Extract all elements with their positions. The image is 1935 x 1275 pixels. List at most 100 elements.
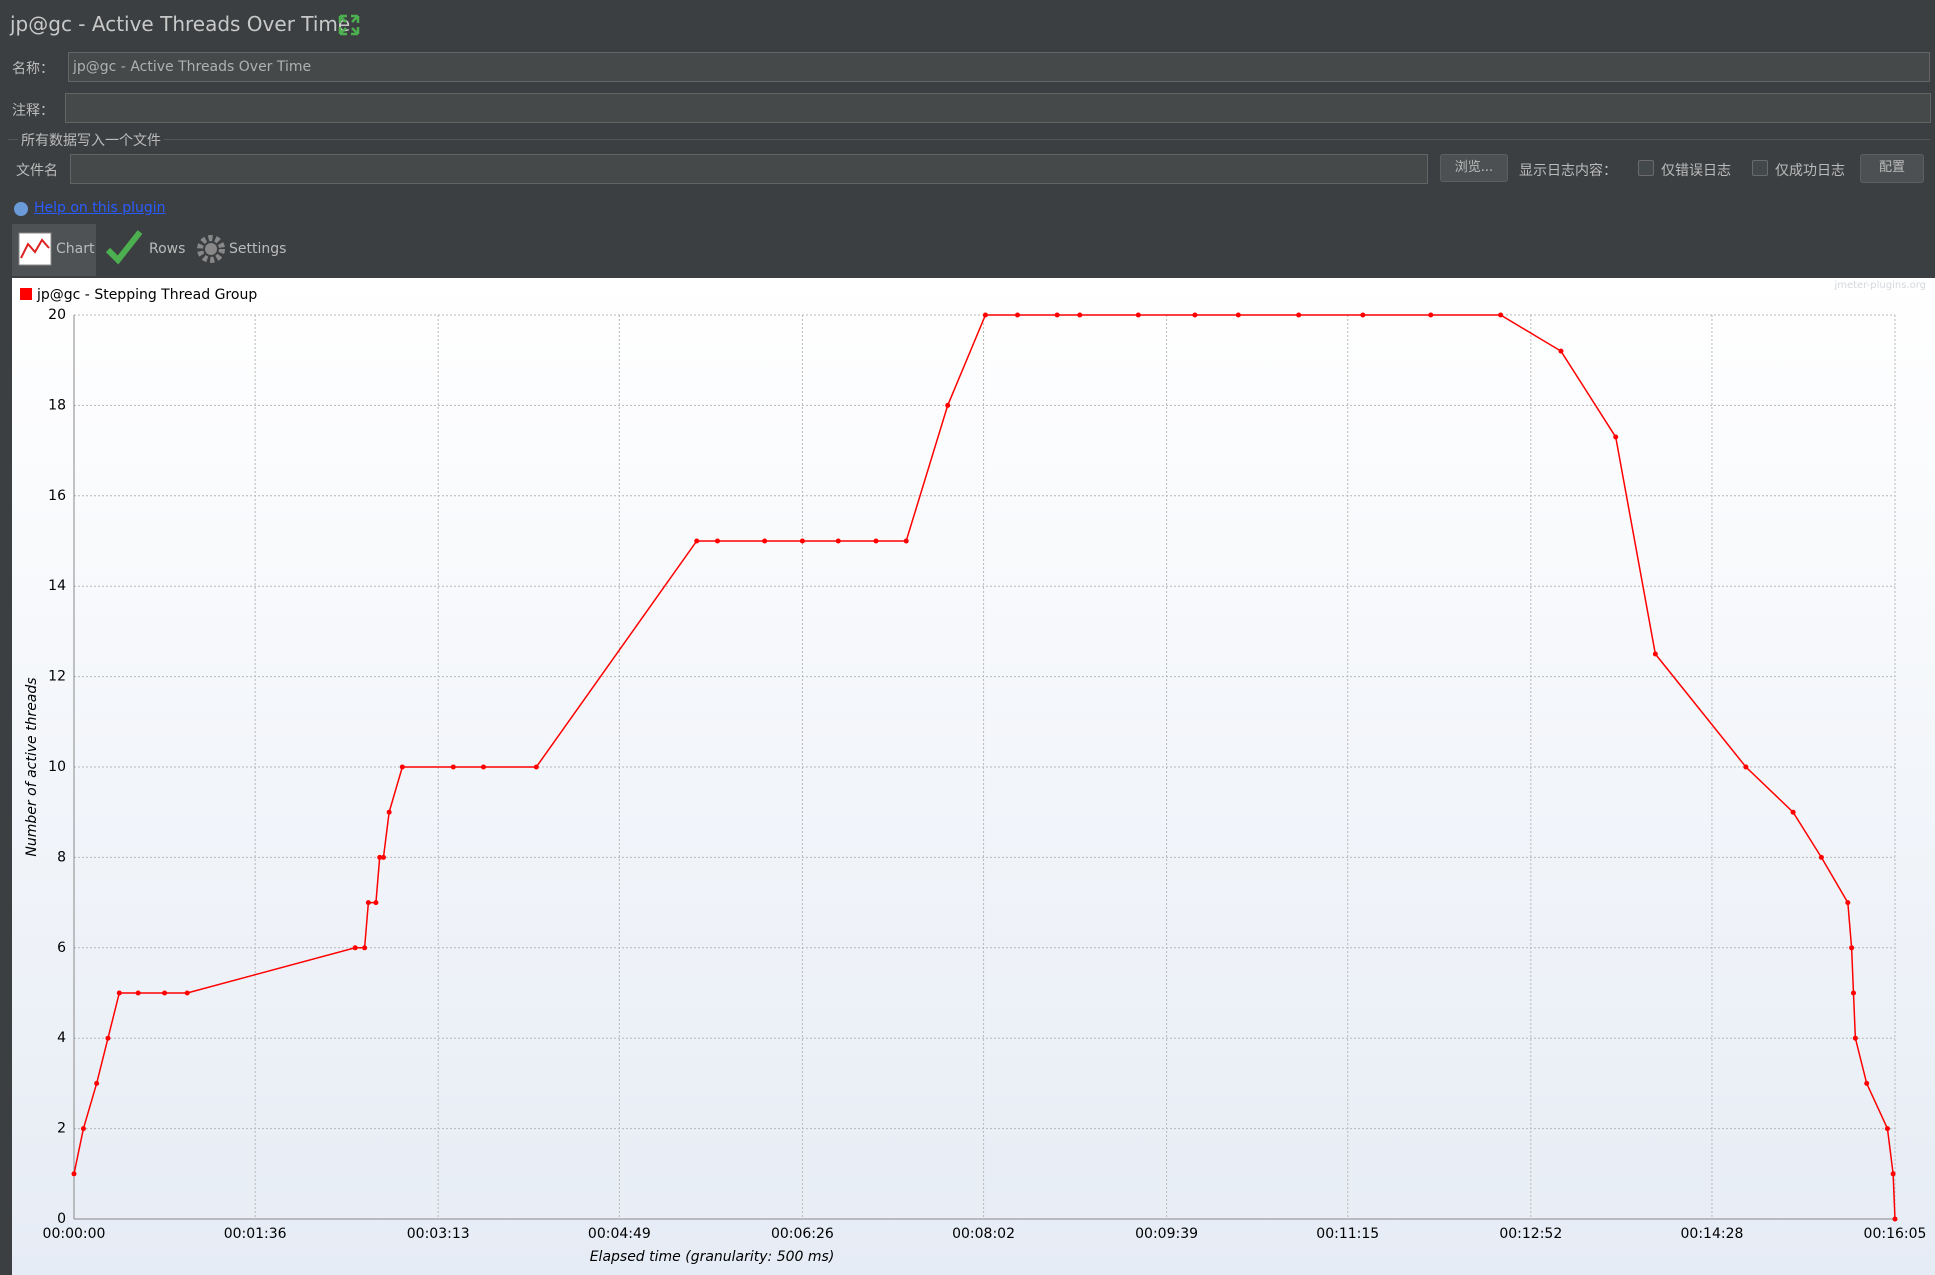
- name-input[interactable]: jp@gc - Active Threads Over Time: [68, 52, 1930, 82]
- errors-checkbox[interactable]: [1638, 160, 1654, 176]
- x-tick-label: 00:01:36: [224, 1226, 287, 1242]
- data-point: [1558, 348, 1564, 354]
- expand-icon[interactable]: [338, 14, 360, 36]
- data-point: [1849, 945, 1855, 951]
- success-checkbox[interactable]: [1752, 160, 1768, 176]
- data-point: [1892, 1216, 1898, 1222]
- chart-background: [12, 278, 1935, 1275]
- data-point: [116, 990, 122, 996]
- data-point: [1652, 651, 1658, 657]
- data-point: [80, 1126, 86, 1132]
- data-point: [1235, 312, 1241, 318]
- data-point: [1890, 1171, 1896, 1177]
- legend-swatch: [20, 288, 32, 300]
- data-point: [380, 854, 386, 860]
- data-point: [135, 990, 141, 996]
- configure-button[interactable]: 配置: [1860, 154, 1924, 183]
- data-point: [533, 764, 539, 770]
- y-tick-label: 0: [57, 1211, 66, 1227]
- log-label: 显示日志内容：: [1519, 163, 1617, 179]
- success-label: 仅成功日志: [1775, 163, 1845, 179]
- comment-input[interactable]: [65, 93, 1931, 123]
- x-tick-label: 00:04:49: [588, 1226, 651, 1242]
- data-point: [373, 900, 379, 906]
- data-point: [162, 990, 168, 996]
- data-point: [94, 1080, 100, 1086]
- data-point: [694, 538, 700, 544]
- chart-tab-icon: [18, 232, 52, 266]
- data-point: [352, 945, 358, 951]
- name-value: jp@gc - Active Threads Over Time: [73, 59, 312, 75]
- data-point: [1428, 312, 1434, 318]
- y-tick-label: 12: [48, 669, 66, 685]
- y-tick-label: 20: [48, 307, 66, 323]
- x-tick-label: 00:16:05: [1864, 1226, 1927, 1242]
- section-line: [8, 139, 1930, 140]
- series-line: [73, 314, 1896, 1220]
- x-tick-label: 00:09:39: [1135, 1226, 1198, 1242]
- data-point: [450, 764, 456, 770]
- tab[interactable]: Rows: [149, 241, 186, 257]
- y-tick-label: 18: [48, 397, 66, 413]
- file-label: 文件名: [16, 163, 58, 179]
- data-point: [480, 764, 486, 770]
- x-tick-label: 00:12:52: [1499, 1226, 1562, 1242]
- section-label: 所有数据写入一个文件: [18, 130, 164, 150]
- data-point: [1743, 764, 1749, 770]
- x-tick-label: 00:06:26: [771, 1226, 834, 1242]
- file-input[interactable]: [70, 154, 1428, 184]
- y-tick-label: 10: [48, 759, 66, 775]
- x-tick-label: 00:14:28: [1681, 1226, 1744, 1242]
- data-point: [1613, 434, 1619, 440]
- data-point: [1192, 312, 1198, 318]
- errors-label: 仅错误日志: [1661, 163, 1731, 179]
- data-point: [399, 764, 405, 770]
- data-point: [1852, 1035, 1858, 1041]
- data-point: [1360, 312, 1366, 318]
- rows-tab-icon: [105, 230, 143, 265]
- data-point: [184, 990, 190, 996]
- data-point: [377, 854, 383, 860]
- data-point: [903, 538, 909, 544]
- data-point: [1790, 809, 1796, 815]
- y-tick-label: 4: [57, 1030, 66, 1046]
- data-point: [1864, 1080, 1870, 1086]
- watermark: jmeter-plugins.org: [1833, 280, 1926, 291]
- tab[interactable]: Chart: [56, 241, 95, 257]
- info-icon: [14, 202, 28, 216]
- data-point: [362, 945, 368, 951]
- y-tick-label: 14: [48, 578, 66, 594]
- data-point: [386, 809, 392, 815]
- x-tick-label: 00:08:02: [952, 1226, 1015, 1242]
- x-tick-label: 00:11:15: [1316, 1226, 1379, 1242]
- tab[interactable]: Settings: [229, 241, 287, 257]
- y-axis-title: Number of active threads: [24, 677, 40, 856]
- name-label: 名称：: [12, 61, 54, 77]
- browse-button[interactable]: 浏览...: [1440, 154, 1508, 182]
- data-point: [71, 1171, 77, 1177]
- data-point: [873, 538, 879, 544]
- x-axis-title: Elapsed time (granularity: 500 ms): [590, 1249, 835, 1265]
- data-point: [1845, 900, 1851, 906]
- data-point: [1296, 312, 1302, 318]
- data-point: [799, 538, 805, 544]
- data-point: [1818, 854, 1824, 860]
- data-point: [714, 538, 720, 544]
- x-tick-label: 00:00:00: [43, 1226, 106, 1242]
- data-point: [945, 402, 951, 408]
- comment-label: 注释：: [12, 103, 54, 119]
- data-point: [365, 900, 371, 906]
- data-point: [1884, 1126, 1890, 1132]
- data-point: [105, 1035, 111, 1041]
- data-point: [1077, 312, 1083, 318]
- y-tick-label: 6: [57, 940, 66, 956]
- y-tick-label: 2: [57, 1121, 66, 1137]
- window-title: jp@gc - Active Threads Over Time: [10, 12, 351, 36]
- y-tick-label: 16: [48, 488, 66, 504]
- y-tick-label: 8: [57, 849, 66, 865]
- data-point: [1498, 312, 1504, 318]
- help-link[interactable]: Help on this plugin: [34, 200, 166, 216]
- data-point: [835, 538, 841, 544]
- data-point: [1054, 312, 1060, 318]
- data-point: [1135, 312, 1141, 318]
